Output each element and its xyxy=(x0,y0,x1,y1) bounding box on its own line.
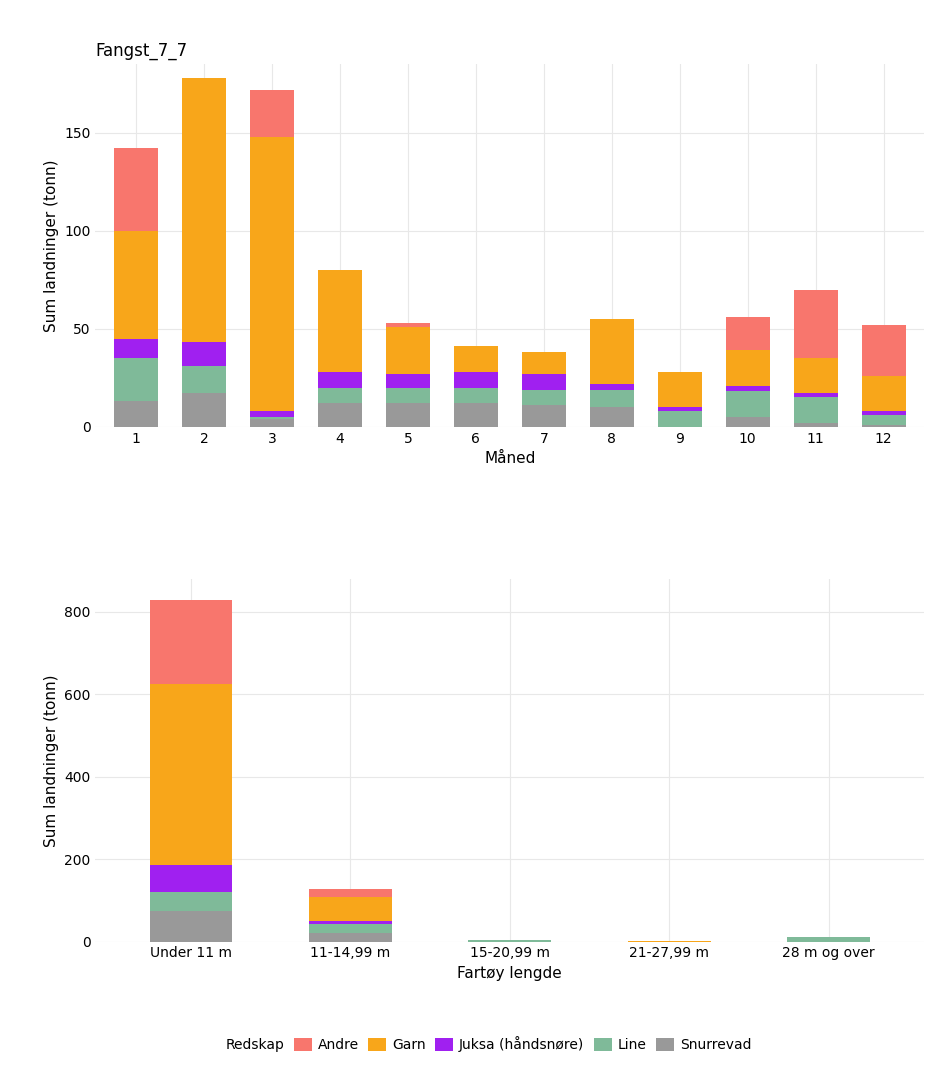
Bar xyxy=(149,892,232,911)
Bar xyxy=(182,78,226,342)
Bar xyxy=(182,366,226,394)
Bar xyxy=(724,317,769,350)
Bar xyxy=(453,372,498,387)
Bar xyxy=(308,933,391,942)
Bar xyxy=(861,415,904,425)
Bar xyxy=(386,403,429,427)
Y-axis label: Sum landninger (tonn): Sum landninger (tonn) xyxy=(44,159,58,332)
Bar xyxy=(657,411,701,427)
Bar xyxy=(308,921,391,924)
Bar xyxy=(249,137,294,411)
Bar xyxy=(861,376,904,411)
Y-axis label: Sum landninger (tonn): Sum landninger (tonn) xyxy=(44,674,58,846)
Bar xyxy=(114,358,158,401)
Bar xyxy=(793,358,837,394)
Bar xyxy=(386,387,429,403)
Bar xyxy=(182,342,226,366)
Bar xyxy=(724,392,769,417)
Bar xyxy=(589,408,633,427)
Bar xyxy=(318,387,362,403)
Bar xyxy=(149,600,232,684)
Bar xyxy=(793,394,837,397)
Bar xyxy=(318,270,362,372)
Bar xyxy=(318,403,362,427)
Bar xyxy=(521,389,565,406)
Legend: Redskap, Andre, Garn, Juksa (håndsnøre), Line, Snurrevad: Redskap, Andre, Garn, Juksa (håndsnøre),… xyxy=(196,1030,756,1058)
Bar xyxy=(386,373,429,387)
Bar xyxy=(589,389,633,408)
Bar xyxy=(468,941,550,942)
Bar xyxy=(724,350,769,385)
Bar xyxy=(249,90,294,137)
Bar xyxy=(149,866,232,892)
Bar xyxy=(861,411,904,415)
Bar xyxy=(793,423,837,427)
Bar xyxy=(149,684,232,866)
Bar xyxy=(453,347,498,372)
X-axis label: Måned: Måned xyxy=(484,452,535,467)
Bar xyxy=(657,408,701,411)
Bar xyxy=(793,290,837,358)
Bar xyxy=(318,372,362,387)
Bar xyxy=(308,924,391,933)
Bar xyxy=(724,417,769,427)
Bar xyxy=(453,387,498,403)
Bar xyxy=(657,372,701,408)
Bar xyxy=(589,384,633,389)
Bar xyxy=(308,889,391,897)
Bar xyxy=(793,397,837,423)
Bar xyxy=(786,937,869,942)
Bar xyxy=(249,411,294,417)
Bar xyxy=(114,149,158,231)
Bar xyxy=(114,231,158,338)
Bar xyxy=(386,323,429,326)
Bar xyxy=(521,406,565,427)
Bar xyxy=(149,911,232,942)
Bar xyxy=(308,897,391,921)
Text: Fangst_7_7: Fangst_7_7 xyxy=(95,42,188,60)
Bar xyxy=(453,403,498,427)
Bar xyxy=(589,319,633,384)
Bar xyxy=(386,326,429,373)
Bar xyxy=(521,352,565,373)
Bar xyxy=(521,373,565,389)
Bar xyxy=(249,417,294,419)
Bar xyxy=(861,425,904,427)
X-axis label: Fartøy lengde: Fartøy lengde xyxy=(457,966,562,981)
Bar xyxy=(249,419,294,427)
Bar xyxy=(861,325,904,376)
Bar xyxy=(724,385,769,392)
Bar xyxy=(182,394,226,427)
Bar xyxy=(114,338,158,358)
Bar xyxy=(114,401,158,427)
